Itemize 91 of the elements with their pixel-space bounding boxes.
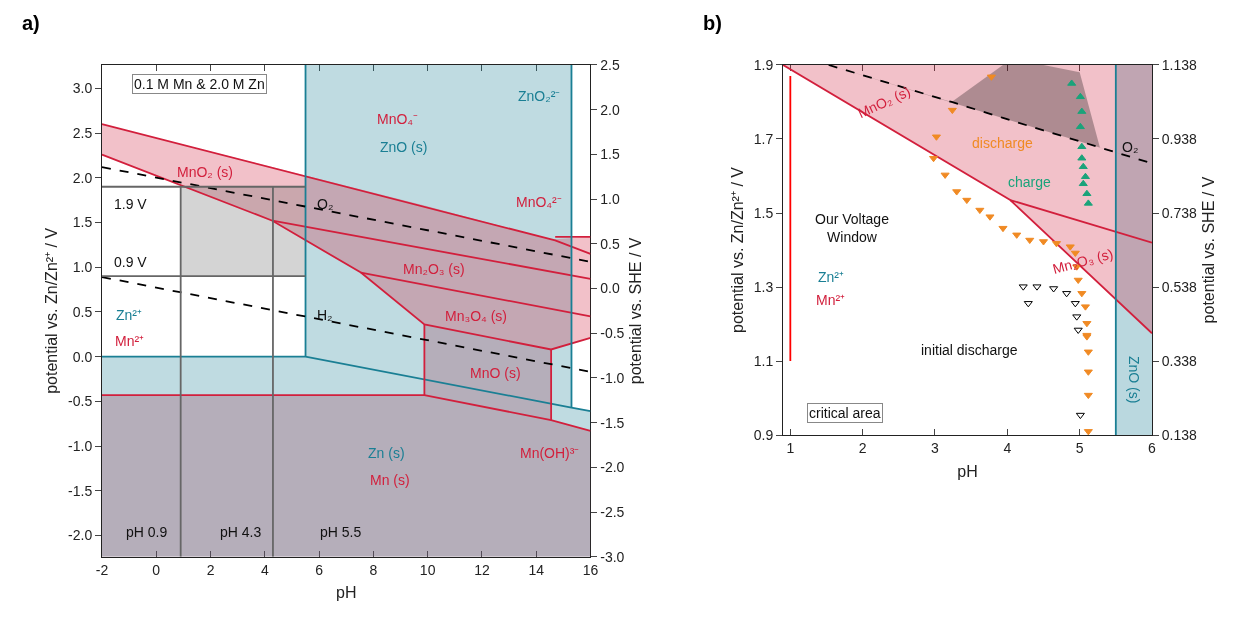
y2-tick-label: 0.5 — [600, 235, 620, 252]
y-tick-label: 1.1 — [753, 352, 774, 369]
y-tick-label: -2.0 — [68, 527, 93, 544]
annotation: charge — [1008, 174, 1052, 190]
x-tick-label: 12 — [474, 561, 490, 578]
x-tick-label: 5 — [1075, 439, 1084, 456]
annotation: Zn²⁺ — [818, 269, 844, 285]
x-tick-label: 14 — [528, 561, 545, 578]
y-tick-label: 1.3 — [753, 278, 774, 295]
y-tick-label: -1.0 — [68, 437, 93, 454]
annotation: MnO₂ (s) — [855, 83, 913, 122]
y-tick-label: 1.9 — [753, 56, 774, 73]
annotation: pH 0.9 — [126, 524, 168, 540]
y2-tick-label: 0.338 — [1161, 352, 1198, 369]
y2-tick-label: 2.0 — [600, 101, 620, 118]
x-tick-label: 4 — [260, 561, 269, 578]
annotation: discharge — [972, 135, 1033, 151]
y-tick-label: -1.5 — [68, 482, 93, 499]
chart-title: a) — [22, 12, 40, 34]
x-tick-label: 0 — [152, 561, 161, 578]
x-tick-label: 16 — [582, 561, 599, 578]
annotation: O₂ — [317, 196, 334, 212]
annotation: Zn²⁺ — [116, 307, 142, 323]
y-tick-label: 1.5 — [753, 204, 774, 221]
y-tick-label: -0.5 — [68, 393, 93, 410]
x-tick-label: -2 — [95, 561, 109, 578]
x-tick-label: 6 — [315, 561, 324, 578]
annotation: O₂ — [1122, 139, 1139, 155]
y-tick-label: 1.7 — [753, 130, 774, 147]
annotation: Mn₂O₃ (s) — [403, 261, 465, 277]
annotation: initial discharge — [921, 342, 1018, 358]
x-axis-title: pH — [336, 584, 357, 602]
x-tick-label: 2 — [858, 439, 867, 456]
y2-tick-label: 0.0 — [600, 280, 620, 297]
annotation: pH 4.3 — [220, 524, 262, 540]
y2-tick-label: 1.0 — [600, 190, 620, 207]
annotation: ZnO (s) — [1126, 355, 1143, 404]
y2-tick-label: 0.738 — [1161, 204, 1198, 221]
annotation: 0.1 M Mn & 2.0 M Zn — [134, 76, 265, 92]
y-tick-label: 1.0 — [72, 259, 93, 276]
annotation: MnO₂ (s) — [177, 164, 233, 180]
annotation: Our Voltage Window — [815, 211, 890, 246]
annotation: MnO₄⁻ — [377, 111, 419, 127]
y-tick-label: 1.5 — [72, 214, 93, 231]
x-tick-label: 3 — [931, 439, 940, 456]
x-tick-label: 6 — [1148, 439, 1157, 456]
annotation: critical area — [809, 405, 881, 421]
x-axis-title: pH — [957, 462, 978, 480]
annotation: MnO₄²⁻ — [516, 194, 562, 210]
annotation: ZnO₂²⁻ — [518, 88, 561, 104]
y-axis-title: potential vs. Zn/Zn²⁺ / V — [728, 166, 746, 333]
annotation: pH 5.5 — [320, 524, 362, 540]
y2-axis-title: potential vs. SHE / V — [1199, 176, 1217, 324]
x-tick-label: 10 — [419, 561, 436, 578]
y2-tick-label: -2.5 — [600, 503, 625, 520]
annotation: MnO (s) — [470, 365, 521, 381]
x-tick-label: 4 — [1003, 439, 1012, 456]
y2-tick-label: 1.138 — [1161, 56, 1198, 73]
y-axis-title: potential vs. Zn/Zn²⁺ / V — [42, 227, 60, 394]
y2-tick-label: -0.5 — [600, 325, 625, 342]
annotation: ZnO (s) — [380, 139, 428, 155]
annotation: Mn(OH)³⁻ — [520, 445, 580, 461]
y-tick-label: 0.9 — [753, 426, 774, 443]
y-tick-label: 2.0 — [72, 169, 93, 186]
annotation: Mn₂O₃ (s) — [1050, 245, 1115, 277]
chart-title: b) — [703, 12, 722, 34]
y2-tick-label: 0.538 — [1161, 278, 1198, 295]
annotation: H₂ — [317, 307, 333, 323]
annotation: 0.9 V — [114, 254, 148, 270]
y2-axis-title: potential vs. SHE / V — [627, 237, 645, 385]
y-tick-label: 0.5 — [72, 303, 93, 320]
x-tick-label: 2 — [206, 561, 215, 578]
y-tick-label: 2.5 — [72, 125, 93, 141]
y2-tick-label: 0.138 — [1161, 426, 1198, 443]
y2-tick-label: 2.5 — [600, 56, 620, 73]
y-tick-label: 0.0 — [72, 348, 93, 365]
y2-tick-label: -1.0 — [600, 369, 625, 386]
annotation: Mn₃O₄ (s) — [445, 308, 507, 324]
annotation: Mn (s) — [370, 472, 410, 488]
annotation: Mn²⁺ — [115, 333, 145, 349]
y2-tick-label: 1.5 — [600, 146, 620, 163]
annotation: Mn²⁺ — [816, 292, 846, 308]
annotation: 1.9 V — [114, 196, 148, 212]
y2-tick-label: -3.0 — [600, 548, 625, 565]
y2-tick-label: 0.938 — [1161, 130, 1198, 147]
y2-tick-label: -1.5 — [600, 414, 625, 431]
x-tick-label: 8 — [369, 561, 378, 578]
y-tick-label: 3.0 — [72, 80, 93, 97]
y2-tick-label: -2.0 — [600, 459, 625, 476]
x-tick-label: 1 — [786, 439, 795, 456]
annotation: Zn (s) — [368, 445, 405, 461]
